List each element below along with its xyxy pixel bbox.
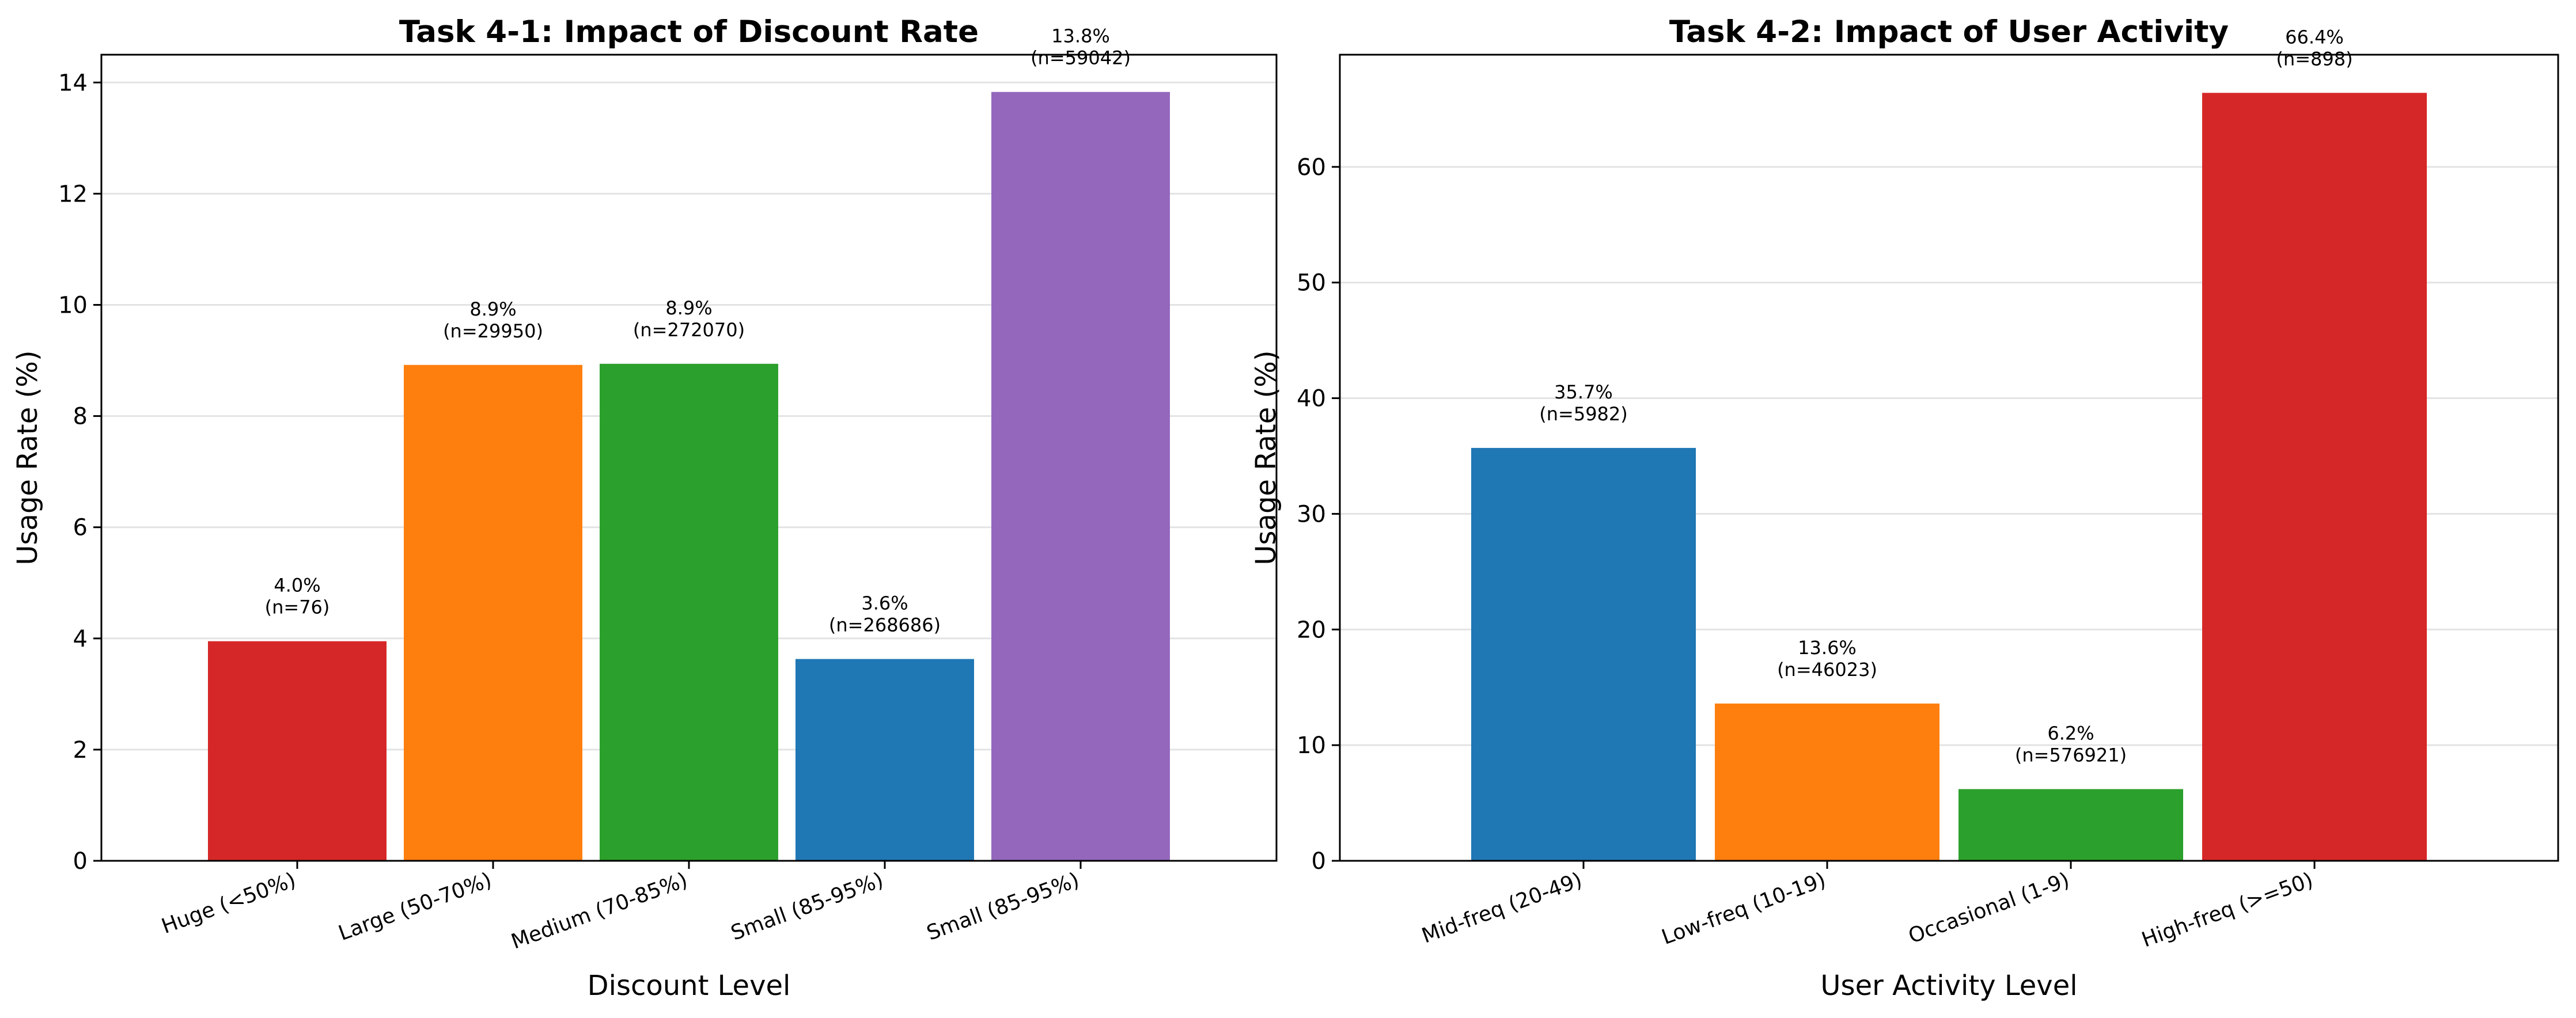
data-label-n: (n=59042) bbox=[1031, 47, 1131, 69]
y-tick-label: 40 bbox=[1297, 386, 1326, 412]
y-tick-label: 2 bbox=[73, 737, 88, 763]
bar-small-85-95 bbox=[795, 659, 974, 861]
y-tick-label: 8 bbox=[73, 404, 88, 430]
chart-user-activity: 0 10 20 30 40 50 60 35.7%(n=5982) Mid-freq (20-4… bbox=[1250, 14, 2559, 1002]
data-label-n: (n=898) bbox=[2276, 48, 2353, 70]
bar-huge-50 bbox=[208, 641, 387, 861]
y-tick-label: 0 bbox=[73, 848, 88, 875]
data-label-pct: 8.9% bbox=[665, 297, 712, 319]
data-label-n: (n=272070) bbox=[633, 319, 745, 341]
data-label-n: (n=5982) bbox=[1539, 403, 1628, 425]
y-tick-label: 0 bbox=[1312, 848, 1326, 875]
y-tick-label: 10 bbox=[1297, 732, 1326, 759]
bar-mid-freq-20-49 bbox=[1471, 447, 1696, 861]
y-tick-label: 30 bbox=[1297, 501, 1326, 527]
bar-low-freq-10-19 bbox=[1715, 703, 1939, 861]
x-axis-label: User Activity Level bbox=[1820, 970, 2077, 1002]
bar-small-85-95 bbox=[991, 92, 1170, 861]
y-tick-label: 14 bbox=[58, 70, 88, 96]
y-tick-label: 50 bbox=[1297, 270, 1326, 297]
x-tick-label: Medium (70-85%) bbox=[508, 868, 691, 954]
data-label-pct: 6.2% bbox=[2047, 722, 2094, 744]
data-label-pct: 3.6% bbox=[861, 592, 908, 614]
y-axis-label: Usage Rate (%) bbox=[12, 350, 44, 565]
data-label-pct: 4.0% bbox=[274, 575, 320, 597]
x-tick-label: Large (50-70%) bbox=[335, 868, 495, 945]
x-tick-label: Occasional (1-9) bbox=[1906, 868, 2073, 948]
x-tick-label: Huge (<50%) bbox=[158, 868, 299, 939]
chart-title: Task 4-1: Impact of Discount Rate bbox=[399, 14, 979, 50]
y-tick-label: 12 bbox=[58, 181, 88, 207]
y-axis-label: Usage Rate (%) bbox=[1250, 350, 1282, 565]
data-label-pct: 66.4% bbox=[2285, 26, 2344, 48]
bar-occasional-1-9 bbox=[1958, 789, 2183, 861]
x-tick-label: Small (85-95%) bbox=[728, 868, 887, 945]
data-label-pct: 35.7% bbox=[1554, 381, 1613, 403]
x-axis-label: Discount Level bbox=[588, 970, 791, 1002]
y-tick-label: 4 bbox=[73, 626, 88, 652]
y-tick-label: 10 bbox=[58, 292, 88, 318]
bar-medium-70-85 bbox=[600, 363, 778, 861]
y-tick-label: 6 bbox=[73, 515, 88, 541]
data-label-n: (n=576921) bbox=[2015, 744, 2127, 766]
data-label-pct: 13.6% bbox=[1798, 637, 1857, 659]
bar-large-50-70 bbox=[404, 364, 582, 861]
x-tick-label: Low-freq (10-19) bbox=[1658, 868, 1829, 949]
data-label-n: (n=46023) bbox=[1777, 659, 1877, 681]
data-label-pct: 8.9% bbox=[469, 298, 516, 320]
data-label-n: (n=268686) bbox=[829, 614, 941, 636]
data-label-n: (n=29950) bbox=[443, 320, 543, 342]
data-label-pct: 13.8% bbox=[1051, 25, 1110, 47]
x-tick-label: Small (85-95%) bbox=[923, 868, 1082, 945]
chart-title: Task 4-2: Impact of User Activity bbox=[1669, 14, 2229, 50]
y-tick-label: 20 bbox=[1297, 617, 1326, 643]
axes-frame bbox=[1339, 54, 2559, 862]
bar-high-freq-50 bbox=[2202, 93, 2427, 861]
axes-frame bbox=[100, 54, 1278, 862]
x-tick-label: Mid-freq (20-49) bbox=[1419, 868, 1585, 948]
data-label-n: (n=76) bbox=[265, 597, 330, 618]
x-tick-label: High-freq (>=50) bbox=[2139, 868, 2316, 952]
y-tick-label: 60 bbox=[1297, 154, 1326, 181]
